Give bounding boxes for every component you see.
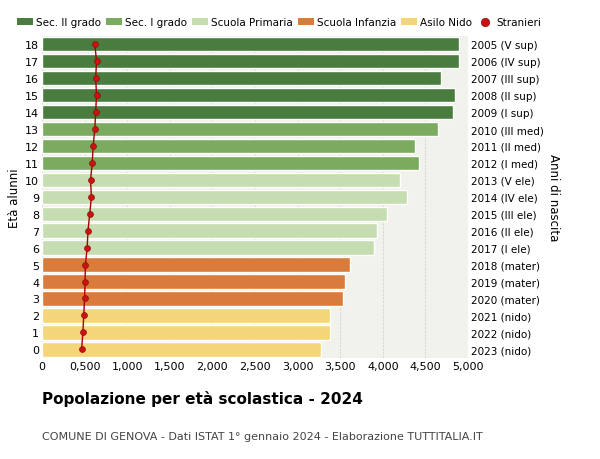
Bar xyxy=(42,275,346,289)
Text: Popolazione per età scolastica - 2024: Popolazione per età scolastica - 2024 xyxy=(42,390,363,406)
Bar xyxy=(42,157,419,171)
Bar xyxy=(42,258,350,272)
Point xyxy=(83,228,93,235)
Bar xyxy=(42,224,377,238)
Point xyxy=(80,261,90,269)
Bar xyxy=(42,342,322,357)
Point xyxy=(90,41,100,49)
Bar xyxy=(42,325,330,340)
Y-axis label: Anni di nascita: Anni di nascita xyxy=(547,154,560,241)
Bar xyxy=(42,207,387,222)
Bar xyxy=(42,291,343,306)
Point xyxy=(80,295,89,302)
Point xyxy=(85,211,95,218)
Bar xyxy=(42,190,407,205)
Bar xyxy=(42,140,415,154)
Point xyxy=(86,194,96,201)
Point xyxy=(91,109,100,117)
Bar xyxy=(42,106,452,120)
Text: COMUNE DI GENOVA - Dati ISTAT 1° gennaio 2024 - Elaborazione TUTTITALIA.IT: COMUNE DI GENOVA - Dati ISTAT 1° gennaio… xyxy=(42,431,483,442)
Point xyxy=(78,329,88,336)
Point xyxy=(86,177,95,184)
Point xyxy=(90,126,100,134)
Legend: Sec. II grado, Sec. I grado, Scuola Primaria, Scuola Infanzia, Asilo Nido, Stran: Sec. II grado, Sec. I grado, Scuola Prim… xyxy=(17,18,541,28)
Point xyxy=(92,92,101,100)
Bar xyxy=(42,55,460,69)
Point xyxy=(92,58,101,66)
Bar xyxy=(42,308,330,323)
Bar xyxy=(42,123,438,137)
Point xyxy=(80,278,90,285)
Point xyxy=(88,143,98,150)
Point xyxy=(77,346,86,353)
Point xyxy=(79,312,89,319)
Bar xyxy=(42,72,441,86)
Bar xyxy=(42,89,455,103)
Bar xyxy=(42,38,460,52)
Point xyxy=(88,160,97,167)
Y-axis label: Età alunni: Età alunni xyxy=(8,168,21,227)
Bar xyxy=(42,241,374,255)
Bar xyxy=(42,173,400,188)
Point xyxy=(91,75,100,83)
Point xyxy=(82,245,92,252)
